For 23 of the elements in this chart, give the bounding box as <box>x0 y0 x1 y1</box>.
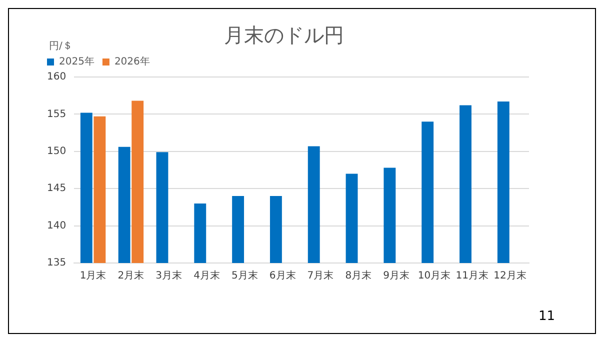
y-axis-title: 円/＄ <box>49 40 72 53</box>
x-tick-label: 2月末 <box>118 270 144 282</box>
x-tick-label: 1月末 <box>80 270 106 282</box>
legend-label: 2025年 <box>59 56 94 68</box>
chart-title: 月末のドル円 <box>224 23 344 48</box>
text: 11 <box>538 309 555 324</box>
x-tick-label: 8月末 <box>345 270 372 282</box>
x-tick-label: 10月末 <box>418 270 451 282</box>
x-tick-label: 6月末 <box>269 270 296 282</box>
y-tick-label: 150 <box>46 146 66 157</box>
x-tick-label: 7月末 <box>307 270 334 282</box>
x-tick-label: 3月末 <box>156 270 182 282</box>
x-tick-label: 5月末 <box>231 270 258 282</box>
x-tick-label: 4月末 <box>194 270 220 282</box>
x-tick-label: 11月末 <box>456 270 489 282</box>
y-tick-label: 135 <box>46 258 66 269</box>
y-tick-label: 160 <box>46 72 66 83</box>
legend-label: 2026年 <box>114 56 150 68</box>
y-tick-label: 145 <box>46 183 66 194</box>
y-tick-label: 140 <box>46 220 66 232</box>
x-tick-label: 9月末 <box>383 270 410 282</box>
x-tick-label: 12月末 <box>494 270 526 282</box>
y-tick-label: 155 <box>46 108 66 120</box>
